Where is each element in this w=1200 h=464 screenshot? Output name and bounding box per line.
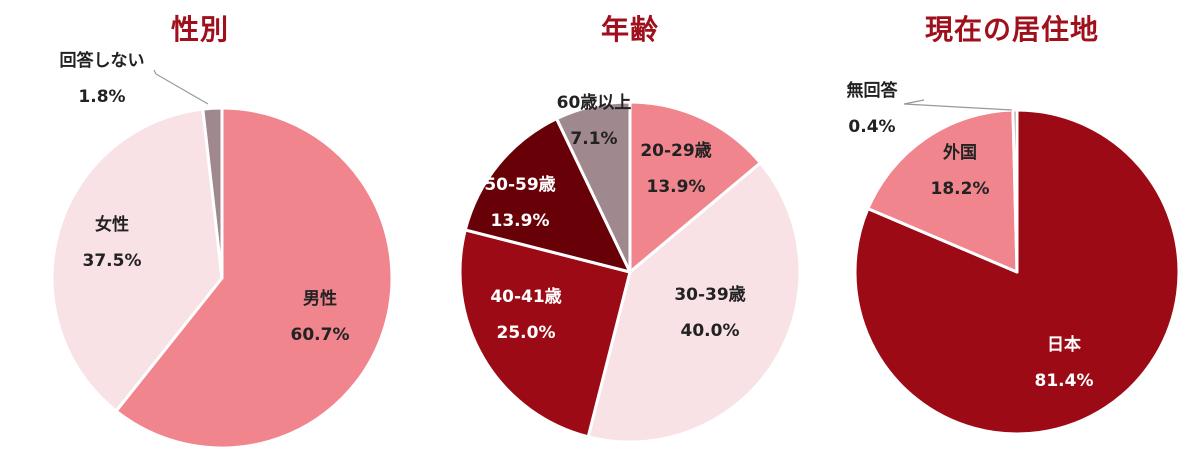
pie-slice-age-60-plus (555, 100, 632, 274)
slice-labels: 男性 60.7% 女性 37.5% 回答しない 1.8% (60, 50, 350, 345)
pie-slice-female (50, 107, 224, 413)
slice-labels: 日本 81.4% 無回答 0.4% 外国 18.2% (847, 80, 1094, 391)
slice-label-overseas: 外国 (943, 142, 977, 163)
pie-slice-age-20-29 (628, 100, 762, 274)
pie-slices (458, 100, 802, 444)
slice-label-no-answer: 回答しない (60, 50, 145, 71)
slice-label-age-20-29: 20-29歳 (640, 140, 711, 161)
pie-slice-japan (853, 108, 1181, 436)
slice-value-age-40-41: 25.0% (497, 323, 556, 343)
slice-labels: 20-29歳 13.9% 30-39歳 40.0% 40-41歳 25.0% 50-59歳 1… (484, 92, 745, 343)
slice-value-age-60-plus: 7.1% (570, 129, 617, 149)
pie-slices (853, 108, 1181, 436)
residence-pie-chart: 日本 81.4% 無回答 0.4% 外国 18.2% (847, 80, 1181, 436)
age-pie-chart: 20-29歳 13.9% 30-39歳 40.0% 40-41歳 25.0% 50-59歳 1… (458, 92, 802, 444)
leader-line-no-response (903, 99, 1013, 111)
gender-pie-chart: 男性 60.7% 女性 37.5% 回答しない 1.8% (50, 50, 394, 450)
pie-slice-age-30-39 (586, 161, 802, 444)
slice-value-no-response: 0.4% (848, 117, 895, 137)
pie-slice-overseas (866, 108, 1019, 274)
leader-line-no-answer (153, 69, 209, 105)
age-chart-panel: 20-29歳 13.9% 30-39歳 40.0% 40-41歳 25.0% 50-59歳 1… (420, 0, 820, 464)
slice-value-japan: 81.4% (1035, 371, 1094, 391)
slice-label-age-30-39: 30-39歳 (674, 284, 745, 305)
gender-chart-panel: 男性 60.7% 女性 37.5% 回答しない 1.8% 性別 (20, 0, 420, 464)
slice-value-age-20-29: 13.9% (647, 177, 706, 197)
age-chart-title: 年齢 (600, 13, 659, 46)
slice-label-japan: 日本 (1047, 334, 1081, 355)
slice-label-age-60-plus: 60歳以上 (557, 92, 632, 113)
pie-slice-no-response (1011, 108, 1019, 274)
slice-label-male: 男性 (303, 288, 337, 309)
slice-label-age-40-41: 40-41歳 (490, 286, 561, 307)
residence-chart-panel: 日本 81.4% 無回答 0.4% 外国 18.2% 現在の居住地 (800, 0, 1200, 464)
pie-slice-age-50-59 (463, 117, 632, 274)
slice-label-female: 女性 (95, 214, 129, 235)
slice-value-no-answer: 1.8% (78, 87, 125, 107)
slice-value-age-50-59: 13.9% (491, 211, 550, 231)
residence-chart-title: 現在の居住地 (924, 13, 1099, 46)
pie-slices (50, 106, 394, 450)
slice-label-no-response: 無回答 (847, 80, 899, 101)
gender-chart-title: 性別 (170, 13, 229, 46)
slice-value-male: 60.7% (291, 325, 350, 345)
slice-value-female: 37.5% (83, 251, 142, 271)
slice-value-age-30-39: 40.0% (681, 321, 740, 341)
pie-slice-no-answer (201, 106, 224, 280)
slice-label-age-50-59: 50-59歳 (484, 174, 555, 195)
pie-slice-age-40-41 (458, 228, 632, 439)
pie-slice-male (114, 106, 394, 450)
slice-value-overseas: 18.2% (931, 179, 990, 199)
